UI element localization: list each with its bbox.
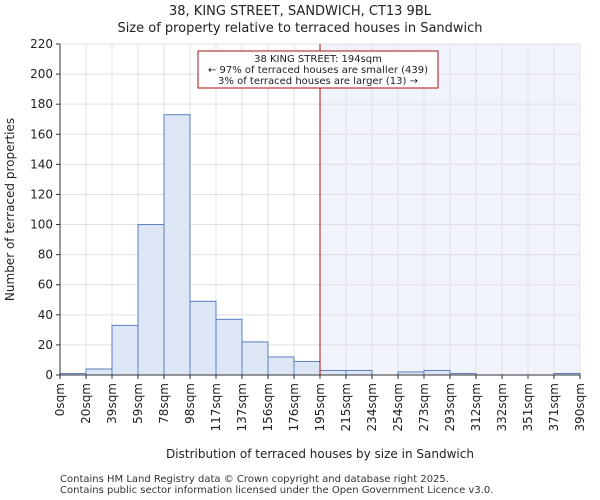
chart-title: 38, KING STREET, SANDWICH, CT13 9BL [168,4,431,19]
x-tick-label: 234sqm [365,383,379,431]
x-tick-label: 78sqm [157,383,171,424]
x-tick-label: 273sqm [417,383,431,431]
x-axis-label: Distribution of terraced houses by size … [166,447,474,461]
annotation-line-3: 3% of terraced houses are larger (13) → [218,76,418,87]
y-tick-label: 40 [38,308,53,322]
y-tick-label: 0 [45,368,53,382]
x-tick-label: 215sqm [339,383,353,431]
y-tick-label: 100 [30,218,53,232]
x-tick-label: 351sqm [521,383,535,431]
histogram-bar [423,369,451,376]
y-tick-label: 20 [38,338,53,352]
x-tick-label: 332sqm [495,383,509,431]
x-tick-label: 39sqm [105,383,119,424]
histogram-bar [163,114,191,376]
histogram-bar [241,341,269,376]
x-tick-label: 176sqm [287,383,301,431]
x-tick-label: 195sqm [313,383,327,431]
x-tick-label: 117sqm [209,383,223,431]
x-tick-label: 98sqm [183,383,197,424]
histogram-bar [345,369,373,376]
histogram-bar [189,300,217,376]
x-tick-label: 371sqm [547,383,561,431]
histogram-bar [319,369,347,376]
y-tick-label: 120 [30,187,53,201]
x-tick-label: 312sqm [469,383,483,431]
x-tick-label: 0sqm [53,383,67,416]
histogram-bar [111,324,139,376]
y-tick-label: 160 [30,127,53,141]
annotation-box [197,50,439,89]
x-tick-label: 390sqm [573,383,587,431]
footer-line-1: Contains HM Land Registry data © Crown c… [60,474,449,485]
x-tick-label: 156sqm [261,383,275,431]
y-tick-label: 220 [30,37,53,51]
y-tick-label: 200 [30,67,53,81]
y-tick-label: 180 [30,97,53,111]
x-tick-label: 137sqm [235,383,249,431]
x-tick-label: 20sqm [79,383,93,424]
x-tick-label: 59sqm [131,383,145,424]
y-axis-label: Number of terraced properties [3,118,17,301]
y-tick-label: 80 [38,248,53,262]
histogram-bar [215,318,243,376]
annotation-line-1: 38 KING STREET: 194sqm [254,54,382,65]
histogram-bar [267,356,295,376]
y-tick-label: 60 [38,278,53,292]
annotation-line-2: ← 97% of terraced houses are smaller (43… [208,65,428,76]
histogram-bar [137,224,165,376]
footer-line-2: Contains public sector information licen… [60,485,494,496]
chart-subtitle: Size of property relative to terraced ho… [117,21,483,36]
y-tick-label: 140 [30,157,53,171]
x-tick-label: 293sqm [443,383,457,431]
histogram-bar [85,368,113,376]
histogram-bar [293,360,321,376]
x-tick-label: 254sqm [391,383,405,431]
